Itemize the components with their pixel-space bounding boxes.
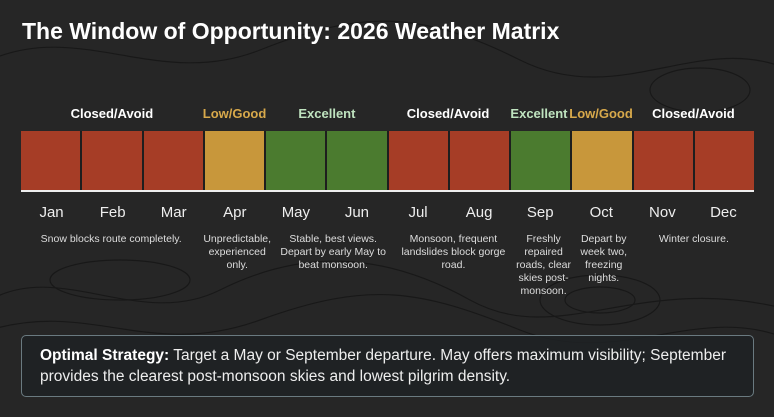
month-block-dec bbox=[694, 131, 754, 190]
status-group-label: Excellent bbox=[298, 106, 356, 121]
month-note: Monsoon, frequent landslides block gorge… bbox=[401, 233, 506, 271]
month-label: May bbox=[281, 204, 311, 221]
month-note: Winter closure. bbox=[658, 233, 729, 245]
status-group-label: Low/Good bbox=[569, 106, 633, 121]
month-block-jul bbox=[388, 131, 448, 190]
month-block-jan bbox=[21, 131, 81, 190]
month-status-bar bbox=[21, 131, 754, 192]
status-group-label: Closed/Avoid bbox=[406, 106, 490, 121]
status-group-label: Closed/Avoid bbox=[70, 106, 154, 121]
month-block-oct bbox=[572, 131, 632, 190]
month-block-mar bbox=[143, 131, 203, 190]
month-label: Jan bbox=[39, 204, 64, 221]
status-group-label: Low/Good bbox=[202, 106, 267, 121]
month-block-feb bbox=[82, 131, 142, 190]
status-group-labels: Closed/Avoid Low/Good Excellent Closed/Avoi… bbox=[21, 106, 754, 121]
month-label: Nov bbox=[649, 204, 676, 221]
month-block-jun bbox=[327, 131, 387, 190]
month-notes: Snow blocks route completely. Unpredictab… bbox=[21, 233, 754, 298]
strategy-label: Optimal Strategy: bbox=[40, 347, 170, 364]
month-block-aug bbox=[449, 131, 509, 190]
month-note: Snow blocks route completely. bbox=[40, 233, 182, 245]
month-block-may bbox=[266, 131, 326, 190]
month-note: Stable, best views. Depart by early May … bbox=[280, 233, 386, 271]
month-note: Freshly repaired roads, clear skies post… bbox=[516, 233, 572, 297]
month-label: Jul bbox=[408, 204, 428, 221]
page-title: The Window of Opportunity: 2026 Weather … bbox=[22, 18, 560, 44]
status-group-label: Excellent bbox=[510, 106, 568, 121]
month-labels: Jan Feb Mar Apr May Jun Jul Aug Sep Oct Nov Dec bbox=[21, 204, 754, 221]
month-note: Unpredictable, experienced only. bbox=[203, 233, 272, 271]
month-block-sep bbox=[511, 131, 571, 190]
month-label: Mar bbox=[160, 204, 187, 221]
strategy-text: Target a May or September departure. May… bbox=[40, 347, 726, 385]
month-label: Sep bbox=[526, 204, 554, 221]
strategy-callout: Optimal Strategy: Target a May or Septem… bbox=[21, 335, 754, 397]
month-label: Feb bbox=[99, 204, 126, 221]
month-label: Apr bbox=[223, 204, 247, 221]
month-label: Jun bbox=[344, 204, 370, 221]
status-group-label: Closed/Avoid bbox=[652, 106, 735, 121]
month-label: Dec bbox=[710, 204, 737, 221]
month-label: Oct bbox=[589, 204, 613, 221]
month-label: Aug bbox=[465, 204, 493, 221]
month-note: Depart by week two, freezing nights. bbox=[580, 233, 628, 284]
month-block-nov bbox=[633, 131, 693, 190]
month-block-apr bbox=[204, 131, 264, 190]
